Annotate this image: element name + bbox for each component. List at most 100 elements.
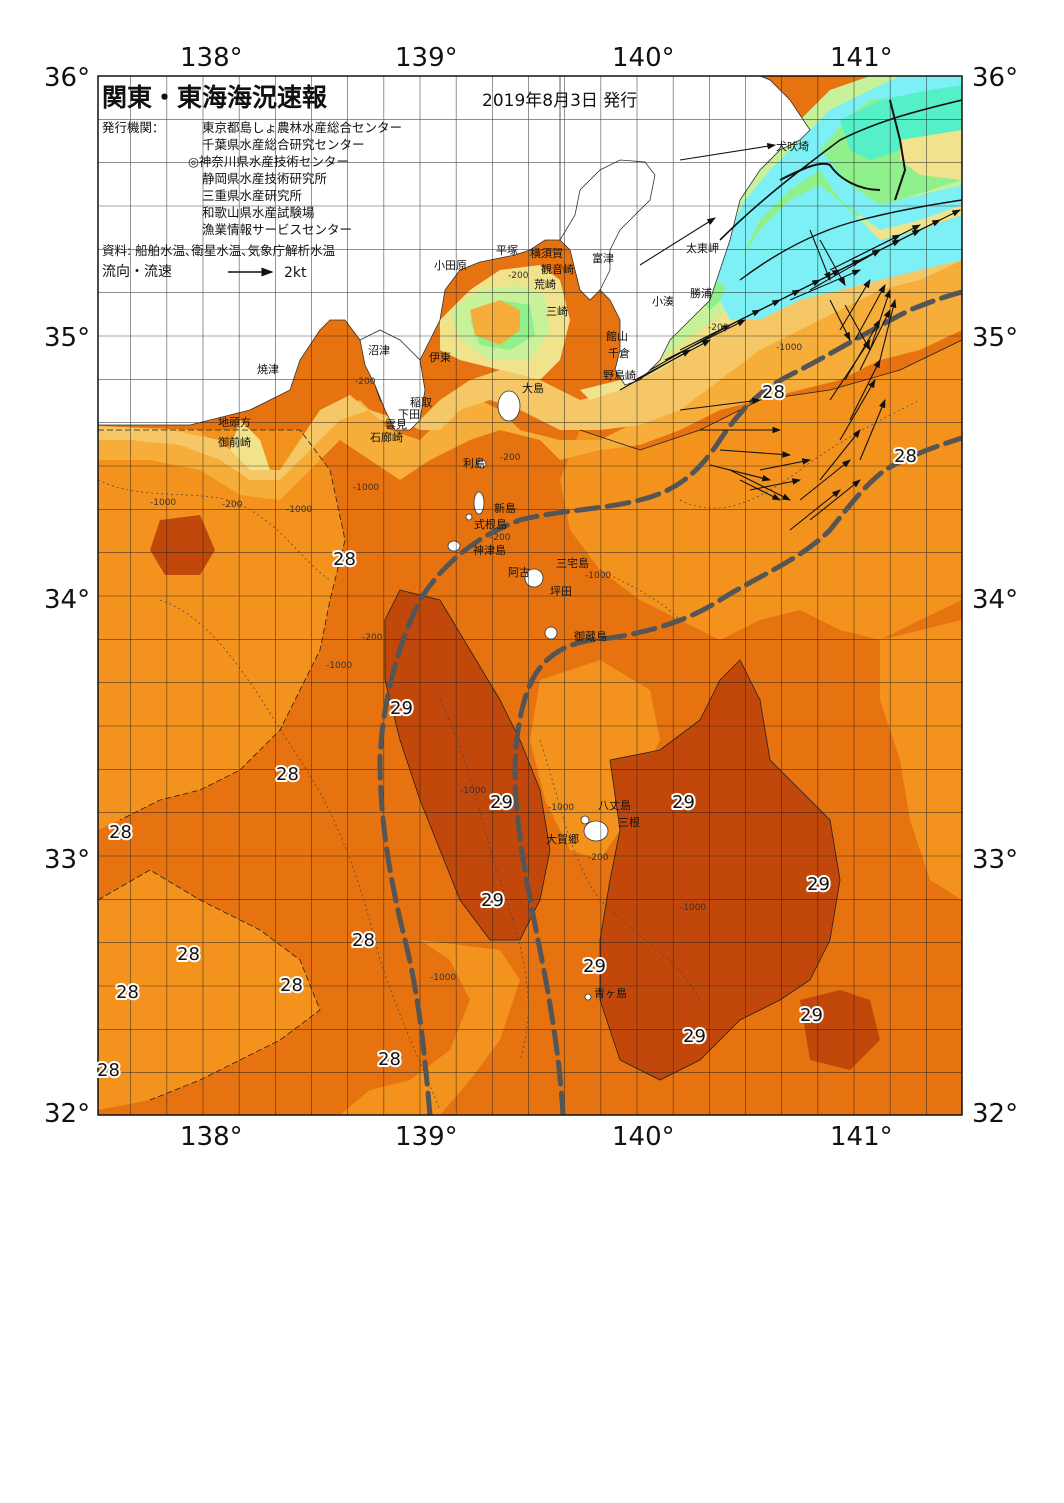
place-name: 稲取: [410, 396, 432, 409]
lat-tick-34-left: 34°: [44, 585, 90, 615]
lon-tick-141-top: 141°: [830, 43, 893, 73]
temp-label: 29: [807, 874, 830, 895]
temp-label: 29: [490, 792, 513, 813]
current-arrow-icon: [759, 458, 812, 471]
lon-tick-139-bottom: 139°: [395, 1122, 458, 1152]
place-name: 地頭方: [218, 415, 251, 429]
temp-label: 28: [109, 822, 132, 843]
place-name: 千倉: [608, 346, 630, 360]
current-arrow-icon: [839, 379, 876, 441]
contour-label: -1000: [776, 343, 802, 353]
temp-label: 29: [390, 698, 413, 719]
place-name: 新島: [494, 501, 516, 515]
issue-date: 2019年8月3日 発行: [482, 91, 637, 111]
lat-tick-36-left: 36°: [44, 63, 90, 93]
place-name: 三宅島: [556, 556, 589, 570]
data-sources: 資料: 船舶水温､衛星水温､気象庁解析水温: [102, 243, 336, 258]
lon-tick-140-top: 140°: [612, 43, 675, 73]
temp-label: 28: [352, 930, 375, 951]
contour-label: -1000: [326, 661, 352, 671]
kuroshio-path: [377, 289, 962, 1115]
temp-label: 28: [378, 1049, 401, 1070]
current-arrow-icon: [849, 224, 921, 261]
place-name: 三崎: [546, 304, 568, 318]
contour-label: -200: [500, 453, 521, 463]
place-name: 八丈島: [598, 798, 631, 812]
place-name: 大島: [522, 381, 544, 395]
current-arrow-icon: [844, 319, 881, 381]
place-name: 伊東: [429, 351, 451, 364]
place-name: 大賀郷: [546, 832, 579, 846]
lat-tick-32-left: 32°: [44, 1099, 90, 1129]
current-arrow-icon: [789, 489, 841, 531]
issuer-item: 漁業情報サービスセンター: [202, 222, 352, 237]
current-arrow-icon: [819, 239, 846, 286]
issuer-item: ◎神奈川県水産技術センター: [188, 154, 349, 169]
map-title: 関東・東海海況速報: [102, 83, 328, 112]
place-name: 勝浦: [690, 286, 712, 300]
lat-tick-35-left: 35°: [44, 323, 90, 353]
place-name: 小湊: [652, 294, 674, 308]
current-arrow-icon: [819, 429, 861, 481]
lon-tick-139-top: 139°: [395, 43, 458, 73]
lon-tick-140-bottom: 140°: [612, 1122, 675, 1152]
lon-ticks-top: 138° 139° 140° 141°: [180, 43, 893, 73]
temp-label: 29: [683, 1026, 706, 1047]
place-name: 沼津: [368, 343, 390, 357]
current-arrow-icon: [634, 339, 711, 381]
place-name: 石廊崎: [370, 430, 403, 444]
current-arrow-icon: [829, 299, 851, 341]
contour-label: -1000: [548, 803, 574, 813]
issuer-list: 東京都島しょ農林水産総合センター 千葉県水産総合研究センター ◎神奈川県水産技術…: [188, 120, 402, 237]
current-arrow-icon: [679, 142, 777, 161]
temp-label: 28: [116, 982, 139, 1003]
legend-unit: 2kt: [284, 265, 307, 281]
contour-label: -1000: [150, 498, 176, 508]
contour-label: -1000: [353, 483, 379, 493]
temp-label: 29: [583, 956, 606, 977]
contour-label: -200: [708, 323, 729, 333]
place-name: 荒崎: [534, 277, 556, 291]
contour-label: -200: [355, 377, 376, 387]
place-name: 神津島: [473, 543, 506, 557]
contour-label: -200: [362, 633, 383, 643]
current-arrow-icon: [664, 319, 746, 361]
place-name: 阿古: [508, 566, 530, 579]
current-arrow-icon: [829, 339, 871, 401]
current-arrow-icon: [709, 464, 772, 482]
isotherm-contours: [98, 99, 962, 1111]
lat-tick-35-right: 35°: [972, 323, 1018, 353]
place-names: 犬吠埼 太東岬 勝浦 小湊 富津 館山 千倉 野島崎 横須賀 観音崎 荒崎 三崎…: [218, 139, 809, 1000]
lon-ticks-bottom: 138° 139° 140° 141°: [180, 1122, 893, 1152]
place-name: 平塚: [496, 244, 518, 257]
lat-tick-33-left: 33°: [44, 845, 90, 875]
place-name: 青ヶ島: [594, 986, 627, 1000]
contour-label: -1000: [286, 505, 312, 515]
temp-label: 28: [894, 446, 917, 467]
issuer-item: 東京都島しょ農林水産総合センター: [202, 120, 402, 135]
lat-tick-32-right: 32°: [972, 1099, 1018, 1129]
temp-label: 28: [333, 549, 356, 570]
temp-label: 28: [276, 764, 299, 785]
issuer-item: 和歌山県水産試験場: [202, 205, 315, 220]
current-arrow-icon: [859, 309, 891, 371]
current-arrow-icon: [639, 217, 716, 266]
temp-label: 29: [481, 890, 504, 911]
current-arrow-icon: [809, 479, 861, 521]
place-name: 野島崎: [603, 368, 636, 382]
place-name: 太東岬: [686, 242, 719, 255]
temp-label: 28: [97, 1060, 120, 1081]
current-arrow-icon: [809, 249, 881, 291]
place-name: 焼津: [257, 363, 279, 376]
current-vectors: [619, 142, 961, 531]
legend-label: 流向・流速: [102, 264, 172, 280]
current-arrow-icon: [844, 304, 871, 351]
current-arrow-icon: [849, 359, 881, 421]
contour-label: -200: [490, 533, 511, 543]
temp-label: 28: [762, 382, 785, 403]
current-arrow-icon: [809, 229, 831, 282]
contour-label: -200: [508, 271, 529, 281]
lon-tick-141-bottom: 141°: [830, 1122, 893, 1152]
current-arrow-icon: [799, 459, 851, 501]
